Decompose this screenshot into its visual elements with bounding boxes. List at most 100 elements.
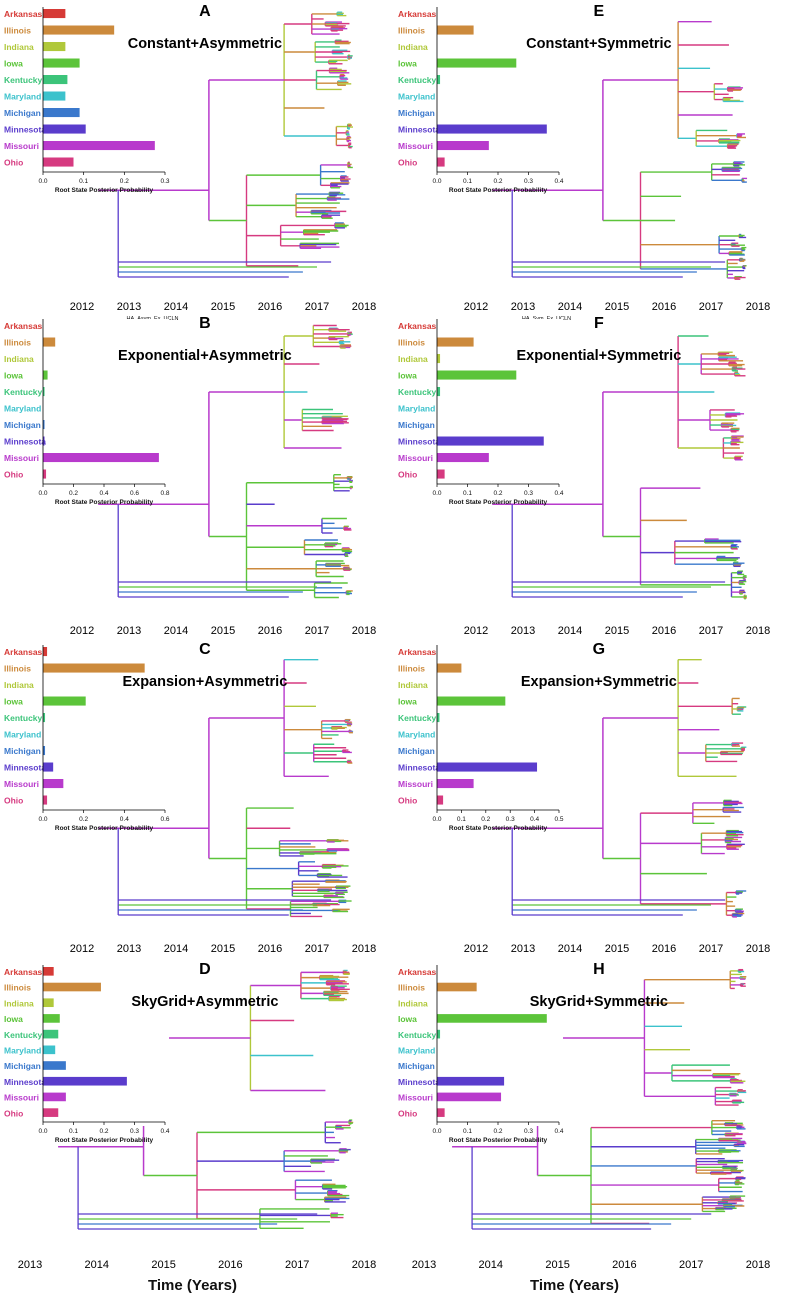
time-tick-label: 2015 [605,625,629,637]
time-tick-label: 2015 [211,943,235,955]
bar-indiana [437,354,441,364]
panel-F: Arkansas Illinois Indiana Iowa Kentucky Maryl… [398,315,770,637]
root-state-bar-chart: Arkansas Illinois Indiana Iowa Kentucky Maryl… [398,965,564,1144]
bar-ohio [43,469,47,479]
time-tick-label: 2018 [746,1259,770,1271]
bar-tick-label: 0.2 [493,490,502,497]
root-state-bar-chart: Arkansas Illinois Indiana Iowa Kentucky Maryl… [4,645,170,832]
state-label: Kentucky [398,1030,437,1040]
bar-ohio [43,157,74,167]
state-label: Maryland [4,404,41,414]
time-tick-label: 2017 [305,943,329,955]
bar-axis-label: Root State Posterior Probability [449,499,548,506]
bar-kentucky [43,713,46,723]
state-label: Minnesota [4,437,46,447]
bar-tick-label: 0.4 [160,1128,169,1135]
panel-letter: C [199,641,211,658]
time-tick-label: 2013 [117,625,141,637]
bar-kentucky [437,387,441,397]
state-label: Minnesota [4,1077,46,1087]
bar-illinois [43,982,101,992]
time-tick-label: 2016 [258,301,282,313]
bar-maryland [43,1045,56,1055]
time-tick-label: 2015 [211,301,235,313]
panel-letter: D [199,961,211,978]
state-label: Ohio [398,796,417,806]
time-tick-label: 2017 [305,301,329,313]
time-tick-label: 2015 [151,1259,175,1271]
time-tick-label: 2013 [511,943,535,955]
panel-title: SkyGrid+Asymmetric [131,994,278,1010]
bar-missouri [43,453,159,463]
time-tick-label: 2013 [511,625,535,637]
bar-tick-label: 0.4 [530,816,539,823]
bar-tick-label: 0.1 [69,1128,78,1135]
time-tick-label: 2014 [558,943,582,955]
time-tick-label: 2012 [464,625,488,637]
state-label: Ohio [4,796,23,806]
bar-minnesota [437,436,544,446]
time-tick-label: 2015 [545,1259,569,1271]
time-tick-label: 2012 [464,943,488,955]
bar-tick-label: 0.4 [99,490,108,497]
bar-missouri [437,779,474,789]
bar-missouri [43,141,155,151]
state-label: Missouri [398,1093,433,1103]
panel-title: Exponential+Asymmetric [118,348,292,364]
state-label: Michigan [4,746,41,756]
bar-tick-label: 0.4 [554,178,563,185]
state-label: Maryland [398,92,435,102]
panel-title: Constant+Symmetric [526,36,671,52]
state-label: Missouri [4,141,39,151]
bar-illinois [43,25,115,35]
bar-ohio [43,795,48,805]
bar-tick-label: 0.3 [524,490,533,497]
time-tick-label: 2013 [18,1259,42,1271]
state-label: Michigan [398,746,435,756]
bar-tick-label: 0.0 [432,178,441,185]
bar-minnesota [43,762,54,772]
time-tick-label: 2016 [652,301,676,313]
bar-iowa [43,370,48,380]
state-label: Illinois [398,26,425,36]
bar-tick-label: 0.4 [120,816,129,823]
phylogenetic-tree [98,658,354,918]
time-axis-title-right: Time (Years) [530,1277,619,1294]
bar-tick-label: 0.6 [160,816,169,823]
state-label: Illinois [398,664,425,674]
bar-minnesota [437,1076,505,1086]
state-label: Ohio [398,1108,417,1118]
time-tick-label: 2017 [285,1259,309,1271]
state-label: Indiana [398,354,428,364]
bar-tick-label: 0.3 [130,1128,139,1135]
bar-missouri [43,779,64,789]
bar-minnesota [43,436,45,446]
bar-chart-background [41,319,169,488]
panel-title: Exponential+Symmetric [516,348,681,364]
state-label: Kentucky [4,713,43,723]
bar-missouri [437,453,489,463]
state-label: Minnesota [4,763,46,773]
state-label: Minnesota [398,437,440,447]
time-tick-label: 2014 [558,301,582,313]
bar-axis-label: Root State Posterior Probability [55,1137,154,1144]
state-label: Missouri [398,453,433,463]
bar-kentucky [43,75,68,85]
state-label: Illinois [398,338,425,348]
bar-missouri [437,141,489,151]
state-label: Kentucky [398,387,437,397]
bar-tick-label: 0.3 [160,178,169,185]
bar-ohio [437,1108,445,1117]
panel-A: Arkansas Illinois Indiana Iowa Kentucky Maryl… [4,3,376,322]
state-label: Maryland [398,404,435,414]
bar-tick-label: 0.1 [463,178,472,185]
bar-iowa [437,696,506,706]
panel-letter: E [594,3,605,20]
bar-tick-label: 0.8 [160,490,169,497]
time-tick-label: 2015 [605,943,629,955]
bar-tick-label: 0.3 [524,1128,533,1135]
state-label: Kentucky [398,75,437,85]
bar-axis-label: Root State Posterior Probability [449,187,548,194]
state-label: Arkansas [4,9,43,19]
state-label: Kentucky [4,75,43,85]
